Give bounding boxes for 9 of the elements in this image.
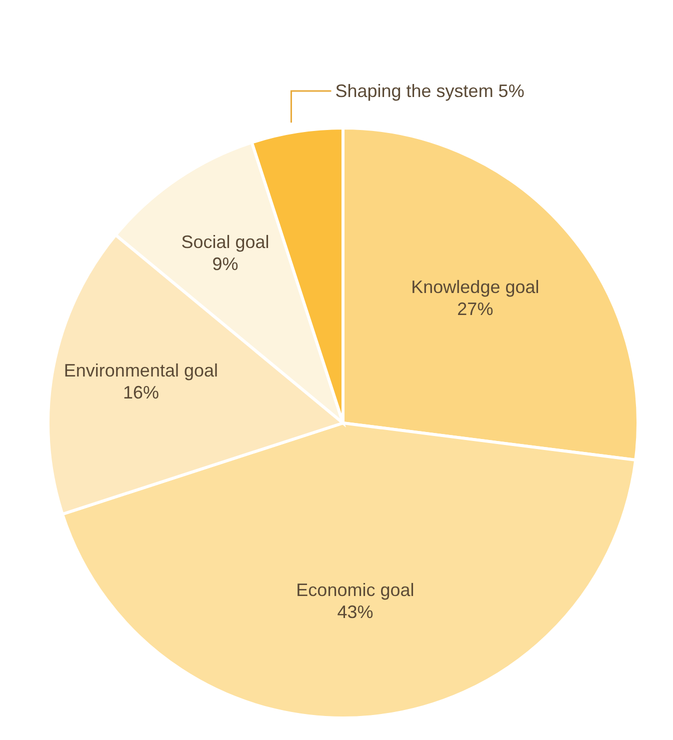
slice-label: Knowledge goal — [411, 277, 540, 298]
slice-label: Environmental goal — [64, 360, 218, 380]
data-label: 43% — [337, 602, 374, 622]
data-label: 27% — [457, 299, 494, 320]
slice-label: Social goal — [181, 232, 270, 252]
data-label: 16% — [122, 382, 159, 402]
slice-label: Shaping the system 5% — [335, 81, 524, 101]
slice-label: Economic goal — [296, 580, 414, 600]
data-label: 9% — [212, 254, 238, 274]
